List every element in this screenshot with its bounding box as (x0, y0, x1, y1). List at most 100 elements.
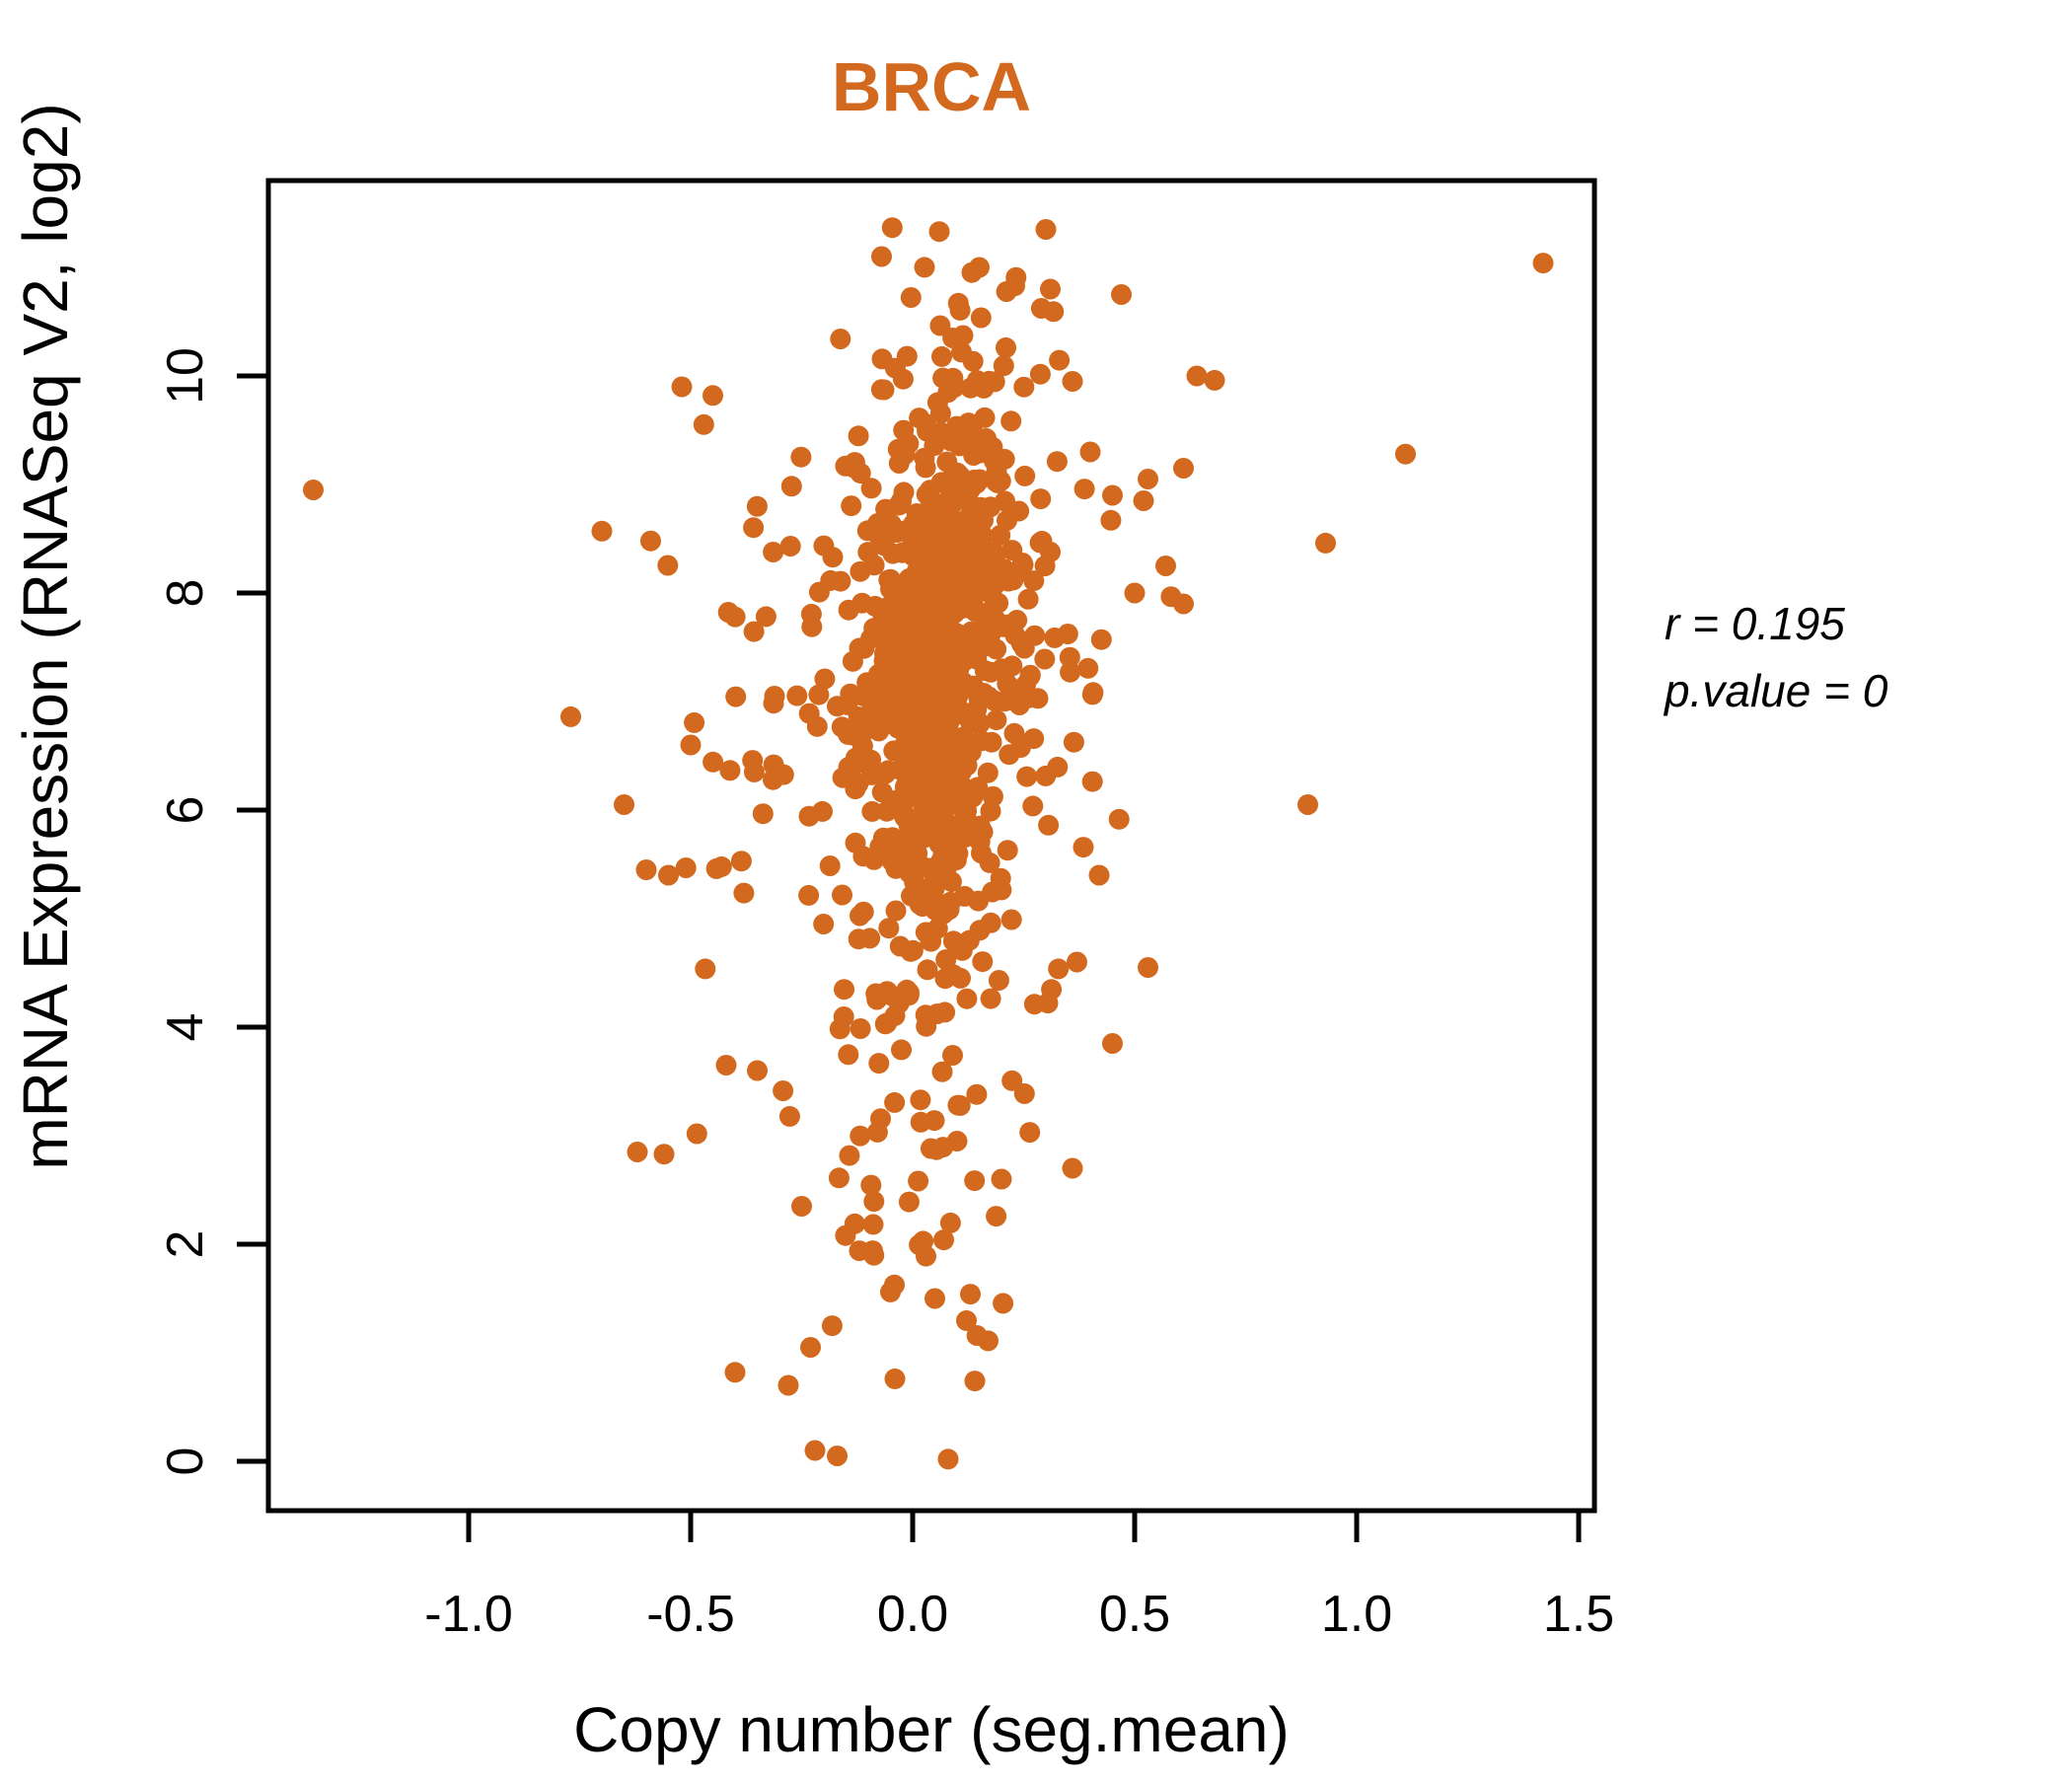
data-point (834, 979, 854, 1001)
data-point (1013, 1082, 1035, 1104)
data-point (914, 447, 935, 469)
data-point (929, 610, 950, 631)
data-point (966, 1083, 988, 1105)
data-point (777, 1374, 799, 1396)
data-point (780, 476, 802, 497)
data-point (927, 688, 949, 709)
data-point (887, 717, 909, 739)
data-point (671, 376, 693, 398)
data-point (860, 478, 882, 499)
data-point (856, 705, 877, 727)
x-tick-label: -1.0 (424, 1586, 513, 1643)
data-point (640, 530, 661, 552)
data-point (806, 715, 828, 737)
data-point (763, 542, 784, 562)
data-point (837, 694, 858, 715)
data-point (986, 709, 1007, 731)
data-point (1077, 657, 1099, 679)
data-point (901, 885, 922, 907)
data-point (657, 555, 679, 576)
data-point (969, 442, 991, 464)
data-point (814, 668, 836, 690)
data-point (591, 520, 613, 542)
data-point (931, 733, 952, 755)
data-point (703, 751, 724, 773)
data-point (1124, 582, 1146, 604)
data-point (936, 451, 958, 473)
data-point (743, 761, 765, 782)
data-point (932, 367, 954, 389)
data-point (1102, 1033, 1123, 1054)
data-point (828, 1167, 850, 1189)
data-point (693, 413, 714, 435)
data-point (947, 292, 969, 314)
data-point (914, 517, 935, 539)
data-point (896, 345, 918, 367)
data-point (1044, 627, 1066, 648)
data-point (1013, 376, 1035, 398)
data-point (1079, 441, 1101, 463)
data-point (680, 734, 702, 756)
data-point (779, 536, 801, 557)
data-point (752, 803, 774, 825)
data-point (850, 1018, 871, 1039)
data-points-layer (303, 217, 1554, 1470)
data-point (1108, 808, 1130, 830)
data-point (870, 1108, 891, 1130)
data-point (916, 1245, 936, 1267)
data-point (968, 688, 990, 709)
data-point (830, 329, 851, 349)
data-point (813, 914, 835, 934)
data-point (881, 217, 903, 239)
data-point (980, 988, 1001, 1009)
data-point (884, 1368, 906, 1389)
data-point (743, 621, 765, 642)
data-point (863, 1191, 885, 1213)
data-point (852, 901, 874, 923)
data-point (1019, 687, 1041, 708)
data-point (934, 1002, 956, 1023)
data-point (719, 760, 741, 781)
data-point (929, 315, 951, 336)
data-point (996, 336, 1016, 358)
data-point (1315, 532, 1336, 554)
data-point (991, 1168, 1012, 1190)
data-point (884, 1091, 906, 1113)
data-point (1186, 365, 1208, 387)
data-point (798, 805, 820, 827)
data-point (686, 1123, 707, 1145)
data-point (848, 928, 869, 950)
data-point (961, 416, 983, 438)
data-point (755, 606, 777, 628)
data-point (1011, 553, 1033, 573)
data-point (978, 1330, 999, 1352)
data-point (838, 599, 859, 621)
data-point (900, 287, 922, 308)
data-point (1138, 469, 1158, 489)
y-tick-label: 10 (157, 347, 214, 405)
data-point (972, 951, 994, 973)
data-point (914, 257, 935, 278)
data-point (1102, 484, 1123, 506)
data-point (891, 542, 913, 563)
data-point (1043, 301, 1065, 323)
data-point (891, 606, 913, 628)
data-point (931, 1061, 953, 1082)
data-point (695, 958, 716, 980)
data-point (921, 571, 942, 593)
data-point (953, 590, 975, 612)
data-point (827, 1446, 848, 1466)
data-point (965, 544, 987, 565)
data-point (984, 551, 1005, 572)
data-point (977, 762, 999, 783)
data-point (956, 1309, 977, 1331)
data-point (979, 370, 999, 392)
data-point (1019, 664, 1041, 686)
data-point (804, 1440, 826, 1461)
data-point (1030, 488, 1052, 510)
y-tick-label: 2 (157, 1230, 214, 1259)
data-point (866, 989, 888, 1010)
data-point (952, 325, 974, 346)
data-point (808, 581, 830, 603)
data-point (889, 935, 911, 957)
